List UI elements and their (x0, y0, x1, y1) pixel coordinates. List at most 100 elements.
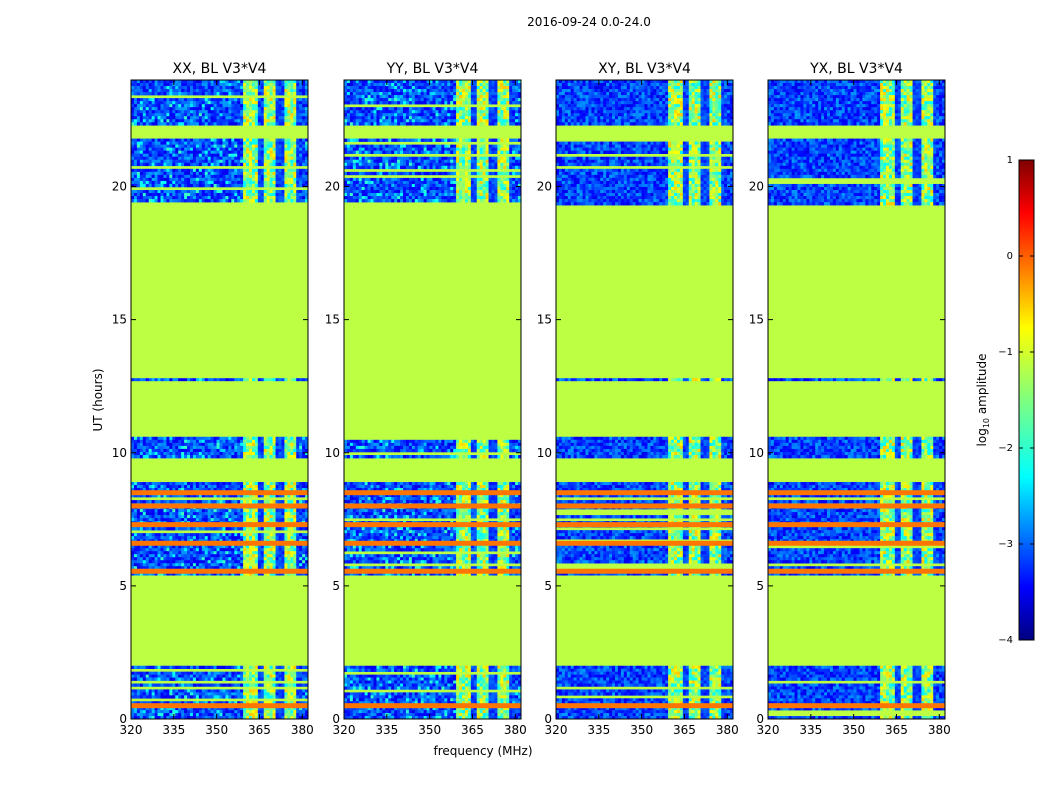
heatmap-cell (263, 536, 268, 540)
heatmap-cell (136, 482, 141, 486)
heatmap-cell (166, 692, 170, 696)
heatmap-cell (187, 455, 191, 459)
heatmap-cell (281, 138, 285, 142)
heatmap-cell (157, 107, 161, 111)
heatmap-cell (154, 689, 158, 693)
heatmap-cell (181, 448, 185, 453)
heatmap-cell (195, 707, 200, 711)
heatmap-cell (166, 119, 170, 123)
heatmap-cell (136, 563, 141, 567)
heatmap-cell (240, 101, 244, 105)
heatmap-cell (254, 557, 259, 561)
heatmap-cell (157, 98, 161, 102)
heatmap-cell (151, 156, 155, 161)
heatmap-cell (207, 515, 212, 519)
heatmap-cell (278, 159, 282, 164)
heatmap-cell (240, 455, 244, 459)
heatmap-cell (225, 89, 229, 93)
heatmap-cell (272, 683, 276, 687)
heatmap-cell (296, 183, 300, 188)
heatmap-cell (249, 554, 253, 558)
heatmap-cell (131, 710, 135, 714)
heatmap-cell (269, 536, 273, 540)
heatmap-cell (181, 674, 185, 678)
heatmap-cell (275, 150, 279, 155)
heatmap-cell (231, 557, 235, 561)
heatmap-cell (278, 101, 282, 105)
heatmap-cell (175, 695, 179, 699)
heatmap-cell (287, 162, 291, 167)
heatmap-cell (299, 150, 303, 155)
heatmap-cell (163, 512, 167, 516)
heatmap-cell (257, 551, 262, 555)
heatmap-cell (219, 713, 223, 717)
heatmap-cell (237, 159, 241, 164)
heatmap-cell (243, 677, 247, 681)
heatmap-cell (269, 689, 273, 693)
heatmap-cell (275, 536, 279, 540)
heatmap-cell (148, 683, 153, 687)
heatmap-cell (151, 665, 155, 670)
heatmap-cell (213, 533, 217, 537)
heatmap-cell (148, 107, 153, 111)
heatmap-cell (148, 674, 153, 678)
heatmap-cell (234, 674, 238, 678)
heatmap-cell (142, 572, 147, 576)
heatmap-cell (195, 527, 200, 531)
heatmap-cell (198, 707, 203, 711)
heatmap-cell (246, 557, 250, 561)
heatmap-cell (275, 554, 279, 558)
heatmap-cell (142, 89, 147, 93)
heatmap-cell (213, 110, 217, 114)
heatmap-cell (178, 716, 182, 720)
heatmap-cell (228, 177, 232, 182)
heatmap-cell (157, 707, 161, 711)
heatmap-cell (210, 116, 214, 120)
heatmap-cell (269, 171, 273, 176)
heatmap-cell (287, 153, 291, 158)
heatmap-cell (157, 674, 161, 678)
heatmap-cell (246, 113, 250, 117)
heatmap-cell (234, 83, 238, 87)
heatmap-cell (266, 533, 271, 537)
heatmap-cell (293, 171, 297, 176)
heatmap-cell (225, 557, 229, 561)
heatmap-cell (275, 162, 279, 167)
heatmap-cell (254, 199, 259, 203)
heatmap-cell (243, 144, 247, 148)
heatmap-cell (184, 92, 188, 96)
heatmap-cell (257, 536, 262, 540)
heatmap-cell (198, 138, 203, 142)
heatmap-cell (151, 83, 155, 87)
heatmap-cell (139, 695, 144, 699)
heatmap-cell (284, 665, 288, 670)
heatmap-cell (166, 177, 170, 182)
heatmap-cell (260, 101, 265, 105)
heatmap-cell (190, 196, 194, 200)
heatmap-cell (190, 83, 194, 87)
heatmap-cell (263, 674, 268, 678)
heatmap-cell (204, 193, 209, 197)
heatmap-cell (142, 104, 147, 108)
heatmap-cell (154, 494, 158, 498)
heatmap-cell (207, 512, 212, 516)
heatmap-cell (187, 713, 191, 717)
heatmap-cell (148, 80, 153, 84)
heatmap-cell (133, 193, 138, 197)
heatmap-cell (213, 147, 217, 151)
heatmap-cell (198, 695, 203, 699)
heatmap-cell (249, 563, 253, 567)
heatmap-cell (136, 485, 141, 489)
heatmap-cell (136, 83, 141, 87)
heatmap-cell (278, 554, 282, 558)
heatmap-cell (302, 150, 306, 155)
heatmap-cell (281, 713, 285, 717)
heatmap-cell (237, 150, 241, 155)
heatmap-cell (210, 485, 214, 489)
heatmap-cell (190, 512, 194, 516)
heatmap-cell (181, 665, 185, 670)
heatmap-cell (190, 509, 194, 513)
heatmap-cell (243, 439, 247, 444)
heatmap-cell (216, 174, 220, 179)
heatmap-cell (263, 551, 268, 555)
